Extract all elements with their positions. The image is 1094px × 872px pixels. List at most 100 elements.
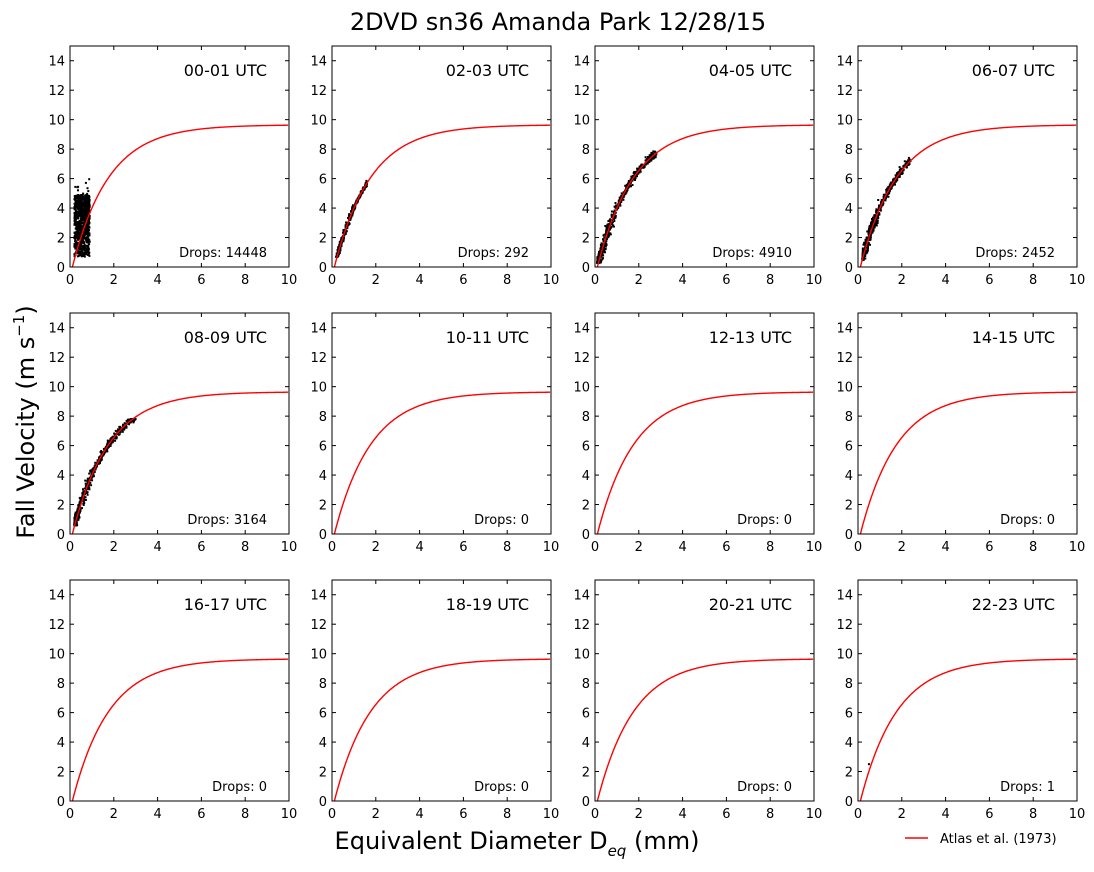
drop-point <box>86 187 89 190</box>
drop-point <box>339 249 342 252</box>
drop-point <box>80 241 83 244</box>
drop-point <box>602 250 604 253</box>
drop-point <box>342 239 345 242</box>
drop-point <box>114 437 117 440</box>
y-tick-label: 4 <box>57 469 65 484</box>
x-tick-label: 0 <box>328 807 336 822</box>
x-tick-label: 2 <box>898 273 906 288</box>
drop-point <box>644 163 647 166</box>
drop-point <box>605 240 608 243</box>
x-tick-label: 4 <box>153 273 161 288</box>
drop-point <box>611 214 614 217</box>
drop-point <box>612 225 615 228</box>
y-tick-label: 10 <box>573 648 590 663</box>
drop-point <box>94 464 97 467</box>
drop-point <box>337 248 340 251</box>
y-tick-label: 12 <box>573 84 590 99</box>
drop-point <box>77 238 79 241</box>
x-tick-label: 4 <box>678 273 686 288</box>
drop-point <box>872 228 875 231</box>
drop-point <box>889 188 891 191</box>
atlas-curve <box>333 391 551 534</box>
drop-point <box>88 216 91 219</box>
drop-point <box>873 223 876 226</box>
drop-point <box>123 426 126 428</box>
drop-point <box>877 199 880 201</box>
drop-point <box>604 248 607 251</box>
axes-frame <box>594 579 815 802</box>
drop-point <box>77 217 80 220</box>
drop-point <box>81 235 84 237</box>
drop-point <box>365 179 368 182</box>
x-tick-label: 0 <box>66 540 74 555</box>
drop-point <box>345 223 348 226</box>
y-tick-label: 14 <box>310 55 327 70</box>
x-tick-label: 6 <box>985 273 993 288</box>
drop-point <box>119 425 122 428</box>
y-tick-label: 4 <box>57 736 65 751</box>
drop-point <box>77 199 80 202</box>
drop-point <box>879 209 882 212</box>
drop-point <box>864 241 867 244</box>
drop-point <box>603 246 606 249</box>
drop-point <box>84 249 87 252</box>
drop-point <box>81 247 84 250</box>
drop-point <box>114 429 117 432</box>
drop-point <box>78 223 81 226</box>
drop-point <box>85 204 88 207</box>
drop-point <box>84 199 87 202</box>
drops-count: Drops: 0 <box>474 780 529 795</box>
drop-point <box>864 257 867 260</box>
drop-point <box>86 239 89 242</box>
legend: Atlas et al. (1973) <box>905 832 1057 847</box>
x-tick-label: 4 <box>415 540 423 555</box>
drop-point <box>896 178 899 181</box>
drop-point <box>84 229 87 232</box>
drop-point <box>125 426 128 429</box>
drop-point <box>87 240 90 242</box>
y-tick-label: 10 <box>310 381 327 396</box>
drop-point <box>73 195 76 197</box>
drop-point <box>75 512 77 515</box>
drop-point <box>76 216 79 219</box>
drop-point <box>108 443 111 446</box>
drop-point <box>885 196 887 199</box>
x-tick-label: 0 <box>854 273 862 288</box>
y-tick-label: 8 <box>319 143 327 158</box>
x-tick-label: 6 <box>722 273 730 288</box>
drop-point <box>618 196 621 199</box>
drop-point <box>903 160 906 163</box>
drop-point <box>344 232 347 235</box>
drop-point <box>627 186 629 189</box>
x-tick-label: 2 <box>635 273 643 288</box>
drop-point <box>876 209 879 212</box>
drop-point <box>83 210 86 213</box>
drop-point <box>90 484 93 487</box>
drop-point <box>346 227 349 230</box>
drop-point <box>607 220 610 223</box>
drop-point <box>87 250 90 253</box>
drop-point <box>867 242 869 245</box>
drop-point <box>650 159 653 162</box>
drop-point <box>75 241 78 244</box>
drop-point <box>79 253 82 255</box>
drop-point <box>78 512 81 514</box>
x-tick-label: 2 <box>898 540 906 555</box>
drop-point <box>878 213 881 216</box>
y-tick-label: 10 <box>310 114 327 129</box>
drop-point <box>361 191 364 194</box>
drop-point <box>117 428 119 431</box>
drop-point <box>641 164 643 166</box>
drop-point <box>75 230 78 233</box>
y-tick-label: 2 <box>845 232 853 247</box>
panel-time-label: 20-21 UTC <box>709 595 792 614</box>
drop-point <box>351 207 354 210</box>
drop-point <box>80 242 83 245</box>
y-tick-label: 14 <box>836 55 853 70</box>
drop-point <box>104 451 107 454</box>
drop-point <box>80 227 83 230</box>
drop-point <box>85 227 88 229</box>
panel: 0 2 4 6 8 10 0 2 4 6 8 10 12 14 06-07 UTC Drops: 2452 <box>836 45 1085 288</box>
x-tick-label: 10 <box>1069 540 1086 555</box>
